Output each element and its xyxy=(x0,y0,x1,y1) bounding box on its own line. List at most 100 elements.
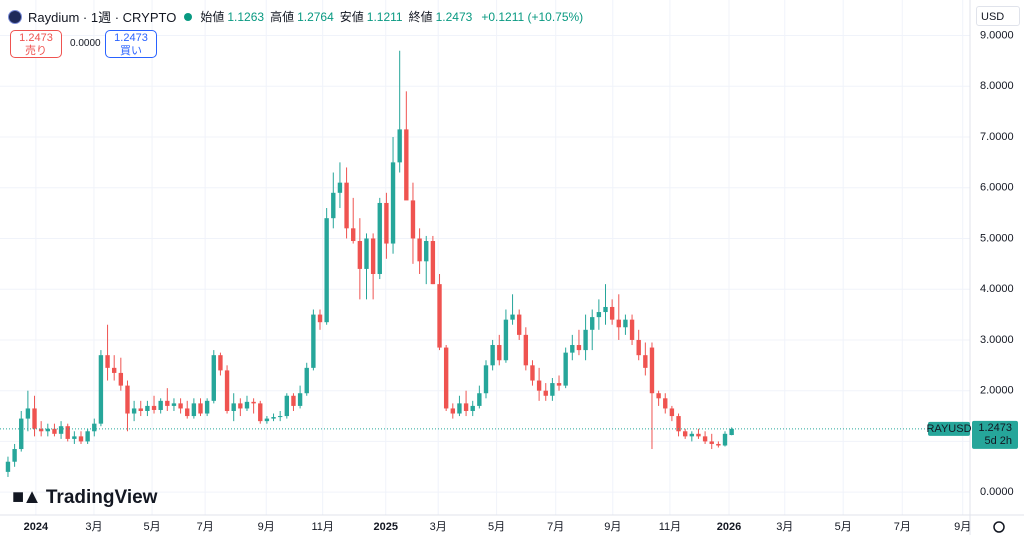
candle xyxy=(165,388,170,411)
candle xyxy=(277,410,283,422)
buy-button[interactable]: 1.2473 買い xyxy=(105,30,157,58)
candle xyxy=(497,334,502,366)
candle-body xyxy=(729,428,734,436)
candle-body xyxy=(404,129,409,201)
candle-body xyxy=(165,400,170,406)
candle xyxy=(78,431,84,444)
candle xyxy=(357,218,363,300)
candle xyxy=(636,329,641,361)
candle-body xyxy=(716,443,721,446)
market-status xyxy=(184,12,193,21)
y-tick-label: 7.0000 xyxy=(980,131,1014,143)
x-tick-label: 5月 xyxy=(143,521,160,533)
x-tick-label: 2025 xyxy=(374,521,398,533)
logo-mark: ■▲ xyxy=(12,486,42,508)
symbol-tag xyxy=(928,421,970,436)
candle xyxy=(364,233,369,300)
candle xyxy=(211,350,216,404)
candle-body xyxy=(145,405,150,411)
candle xyxy=(351,197,356,244)
candle-body xyxy=(125,385,130,414)
candle xyxy=(490,339,495,371)
candle-body xyxy=(377,202,382,274)
candle-body xyxy=(317,314,323,323)
ohlc-value: 1.1263 xyxy=(227,9,265,24)
candle xyxy=(264,416,270,424)
candle xyxy=(430,235,436,285)
candle-body xyxy=(550,383,555,396)
candle xyxy=(32,395,37,437)
candle xyxy=(603,284,608,325)
candle xyxy=(477,385,482,409)
candle xyxy=(523,327,529,371)
settings-button[interactable] xyxy=(993,521,1005,533)
ohlc-value: 1.1211 xyxy=(366,9,403,24)
candle-body xyxy=(682,431,688,437)
candle-body xyxy=(224,370,230,411)
candle xyxy=(384,192,389,259)
candle xyxy=(151,395,157,414)
candle-body xyxy=(238,403,243,409)
candle-body xyxy=(629,319,635,340)
candle-body xyxy=(277,416,283,418)
candle-body xyxy=(72,436,77,439)
candle xyxy=(663,393,668,414)
candle xyxy=(218,352,223,376)
candle-body xyxy=(497,345,502,361)
sell-button[interactable]: 1.2473 売り xyxy=(10,30,62,58)
candle xyxy=(19,410,24,452)
candle-body xyxy=(536,380,542,391)
candle-body xyxy=(244,401,250,409)
candle xyxy=(131,400,137,422)
x-tick-label: 9月 xyxy=(954,521,971,533)
candle-body xyxy=(563,352,568,386)
candle xyxy=(5,456,11,477)
candle xyxy=(72,431,77,444)
candle xyxy=(244,395,250,411)
symbol[interactable]: Raydium · 1週 · CRYPTO xyxy=(28,10,177,25)
candle-body xyxy=(510,314,515,320)
candle xyxy=(138,400,143,417)
candle xyxy=(596,299,602,330)
candle xyxy=(92,418,97,437)
candle xyxy=(483,360,489,399)
legend-header: Raydium · 1週 · CRYPTO 始値 1.1263 高値 1.2764 … xyxy=(8,7,589,26)
x-tick-label: 7月 xyxy=(547,521,564,533)
candle-body xyxy=(689,433,695,437)
candle xyxy=(609,299,615,325)
candle-body xyxy=(696,433,701,437)
candle xyxy=(191,398,197,419)
candle-body xyxy=(643,355,648,368)
candle xyxy=(629,314,635,346)
candle-body xyxy=(702,436,708,442)
candle-body xyxy=(211,355,216,401)
candle-body xyxy=(337,182,343,193)
candle xyxy=(649,342,655,450)
currency-selector[interactable]: USD xyxy=(976,6,1020,26)
candle-body xyxy=(112,367,117,373)
x-tick-label: 2026 xyxy=(717,521,741,533)
logo[interactable]: ■▲ TradingView xyxy=(12,486,157,509)
candle xyxy=(457,395,462,417)
candle xyxy=(291,393,296,411)
candle-body xyxy=(291,395,296,406)
candle-body xyxy=(178,403,183,409)
candle xyxy=(510,294,515,325)
candle xyxy=(125,380,130,432)
candle xyxy=(105,324,110,381)
candle-body xyxy=(483,365,489,394)
candle xyxy=(517,309,522,340)
candle xyxy=(682,428,688,439)
candle-body xyxy=(151,405,157,410)
candle xyxy=(98,350,104,427)
candle xyxy=(470,400,475,417)
candle xyxy=(463,390,469,417)
candle xyxy=(284,393,290,419)
candle xyxy=(443,345,449,411)
candle-body xyxy=(65,426,70,439)
candle-body xyxy=(52,428,57,434)
candle xyxy=(297,385,303,409)
candle xyxy=(530,360,535,386)
candle xyxy=(317,309,323,330)
